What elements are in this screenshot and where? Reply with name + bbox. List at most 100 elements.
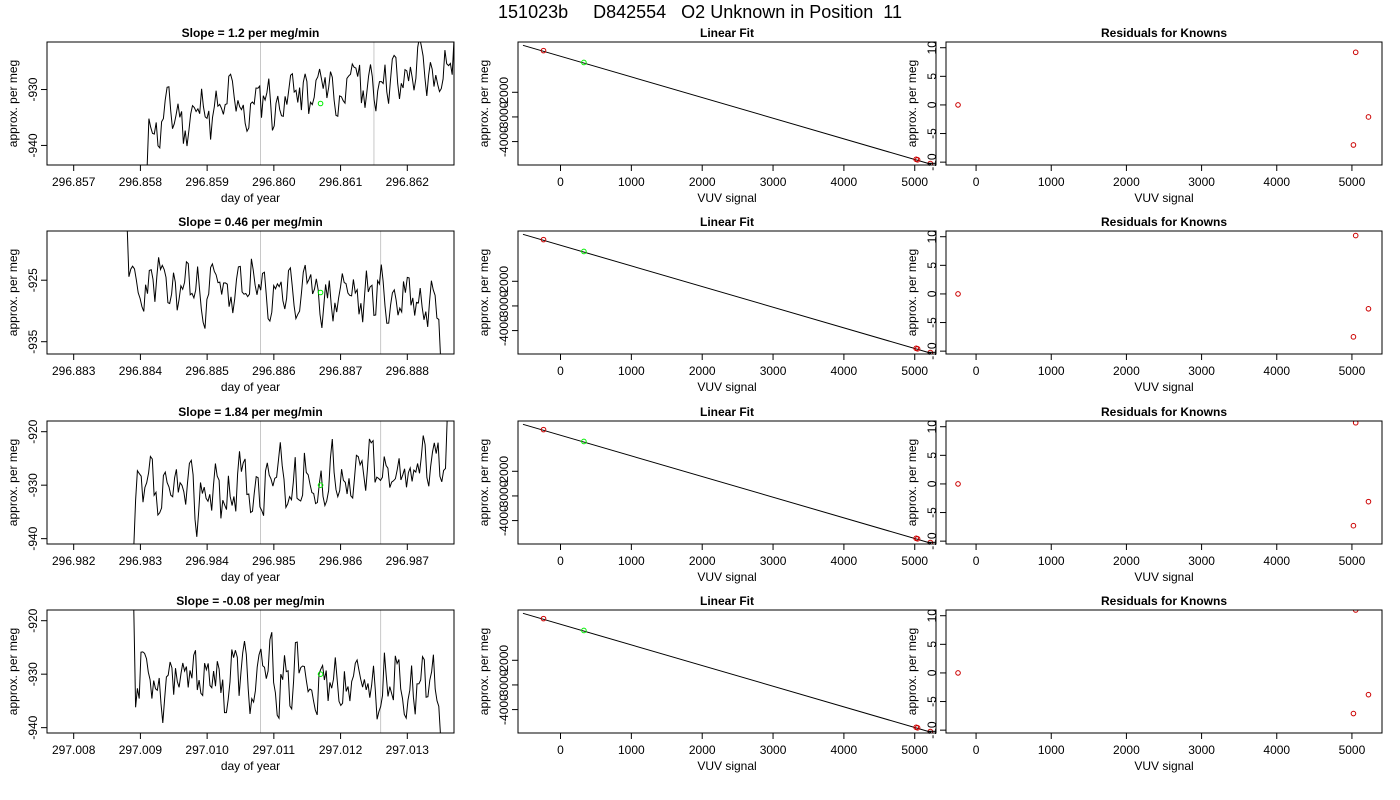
- plot-area: [522, 44, 934, 165]
- x-tick-label: 296.982: [52, 554, 96, 568]
- panel-title: Linear Fit: [700, 215, 754, 229]
- panel-title: Residuals for Knowns: [1101, 405, 1227, 419]
- panel-title: Linear Fit: [700, 594, 754, 608]
- x-tick-label: 2000: [689, 364, 716, 378]
- panel-title: Slope = 1.2 per meg/min: [182, 26, 320, 40]
- plot-frame: [945, 609, 1383, 734]
- x-tick-label: 5000: [901, 364, 928, 378]
- x-tick-label: 1000: [1038, 364, 1065, 378]
- plot-area: [955, 232, 1372, 340]
- panel-title: Residuals for Knowns: [1101, 594, 1227, 608]
- y-tick-label: -2000: [497, 645, 511, 676]
- y-tick-label: -3000: [497, 290, 511, 321]
- y-tick-label: 0: [925, 669, 939, 676]
- plot-area: [133, 610, 441, 733]
- y-tick-label: -935: [26, 329, 40, 353]
- x-tick-label: 296.986: [319, 554, 363, 568]
- unknown-point: [317, 671, 324, 677]
- x-tick-label: 1000: [618, 364, 645, 378]
- residual-point: [1352, 421, 1359, 426]
- x-tick-label: 5000: [901, 554, 928, 568]
- x-tick-label: 0: [973, 364, 980, 378]
- x-tick-label: 3000: [1188, 743, 1215, 757]
- plot-frame: [517, 41, 937, 166]
- x-tick-label: 5000: [901, 175, 928, 189]
- known-point: [540, 426, 547, 433]
- x-tick-label: 297.010: [185, 743, 229, 757]
- panel-title: Residuals for Knowns: [1101, 26, 1227, 40]
- x-tick-label: 297.008: [52, 743, 96, 757]
- x-axis-label: VUV signal: [697, 191, 756, 205]
- x-axis-label: day of year: [221, 570, 280, 584]
- known-point: [540, 236, 547, 243]
- x-axis-label: VUV signal: [1134, 570, 1193, 584]
- y-tick-label: -2000: [497, 77, 511, 108]
- x-tick-label: 3000: [760, 175, 787, 189]
- signal-trace: [146, 42, 454, 165]
- y-tick-label: -10: [925, 342, 939, 360]
- x-tick-label: 5000: [1339, 175, 1366, 189]
- plot-frame: [517, 420, 937, 545]
- fit-line: [522, 44, 932, 165]
- x-tick-label: 296.884: [119, 364, 163, 378]
- y-tick-label: 5: [925, 641, 939, 648]
- x-tick-label: 296.861: [319, 175, 363, 189]
- plot-frame: [517, 609, 937, 734]
- y-tick-label: 10: [925, 230, 939, 244]
- x-tick-label: 2000: [1113, 554, 1140, 568]
- y-axis-label: approx. per meg: [6, 439, 20, 526]
- residual-point: [1350, 710, 1357, 717]
- y-tick-label: 5: [925, 452, 939, 459]
- x-tick-label: 296.862: [386, 175, 430, 189]
- fit-line: [522, 423, 932, 544]
- x-tick-label: 296.886: [252, 364, 296, 378]
- x-tick-label: 4000: [1263, 364, 1290, 378]
- x-tick-label: 297.013: [386, 743, 430, 757]
- y-axis-label: approx. per meg: [477, 628, 491, 715]
- y-tick-label: -10: [925, 532, 939, 550]
- x-tick-label: 2000: [689, 743, 716, 757]
- unknown-point: [581, 248, 587, 255]
- residual-point: [955, 102, 961, 108]
- x-tick-label: 0: [973, 175, 980, 189]
- residual-point: [955, 481, 961, 487]
- y-tick-label: -5: [925, 507, 939, 518]
- y-tick-label: -940: [26, 715, 40, 739]
- fit-line: [522, 612, 932, 733]
- residual-point: [955, 291, 961, 297]
- y-tick-label: -920: [26, 608, 40, 632]
- x-tick-label: 296.887: [319, 364, 363, 378]
- known-point: [540, 615, 547, 622]
- residual-point: [1365, 114, 1372, 120]
- panel-1-1: Slope = 1.2 per meg/min 296.857 296.858 296…: [6, 26, 455, 205]
- x-tick-label: 5000: [1339, 743, 1366, 757]
- y-axis-label: approx. per meg: [6, 628, 20, 715]
- x-tick-label: 2000: [1113, 743, 1140, 757]
- panel-title: Slope = 1.84 per meg/min: [178, 405, 322, 419]
- residual-point: [1352, 232, 1359, 239]
- x-tick-label: 4000: [831, 175, 858, 189]
- plot-frame: [46, 609, 455, 734]
- residual-point: [1350, 334, 1357, 340]
- x-tick-label: 5000: [1339, 554, 1366, 568]
- residual-point: [1350, 522, 1357, 529]
- y-axis-label: approx. per meg: [477, 439, 491, 526]
- y-tick-label: 10: [925, 420, 939, 434]
- plot-frame: [517, 230, 937, 355]
- x-tick-label: 296.983: [119, 554, 163, 568]
- y-tick-label: 10: [925, 41, 939, 55]
- y-tick-label: -940: [26, 133, 40, 157]
- panel-3-2: Linear Fit 0 1000 2000 3000 4000 5000 -2000-300…: [477, 405, 937, 584]
- panel-2-1: Slope = 0.46 per meg/min 296.883 296.884 29…: [6, 215, 455, 394]
- x-axis-label: VUV signal: [1134, 380, 1193, 394]
- x-tick-label: 296.888: [386, 364, 430, 378]
- panel-title: Residuals for Knowns: [1101, 215, 1227, 229]
- x-tick-label: 5000: [1339, 364, 1366, 378]
- x-axis-label: VUV signal: [697, 759, 756, 773]
- plot-frame: [945, 420, 1383, 545]
- x-axis-label: VUV signal: [697, 570, 756, 584]
- plot-area: [133, 421, 448, 544]
- panel-3-1: Slope = 1.84 per meg/min 296.982 296.983 29…: [6, 405, 455, 584]
- y-tick-label: -3000: [497, 480, 511, 511]
